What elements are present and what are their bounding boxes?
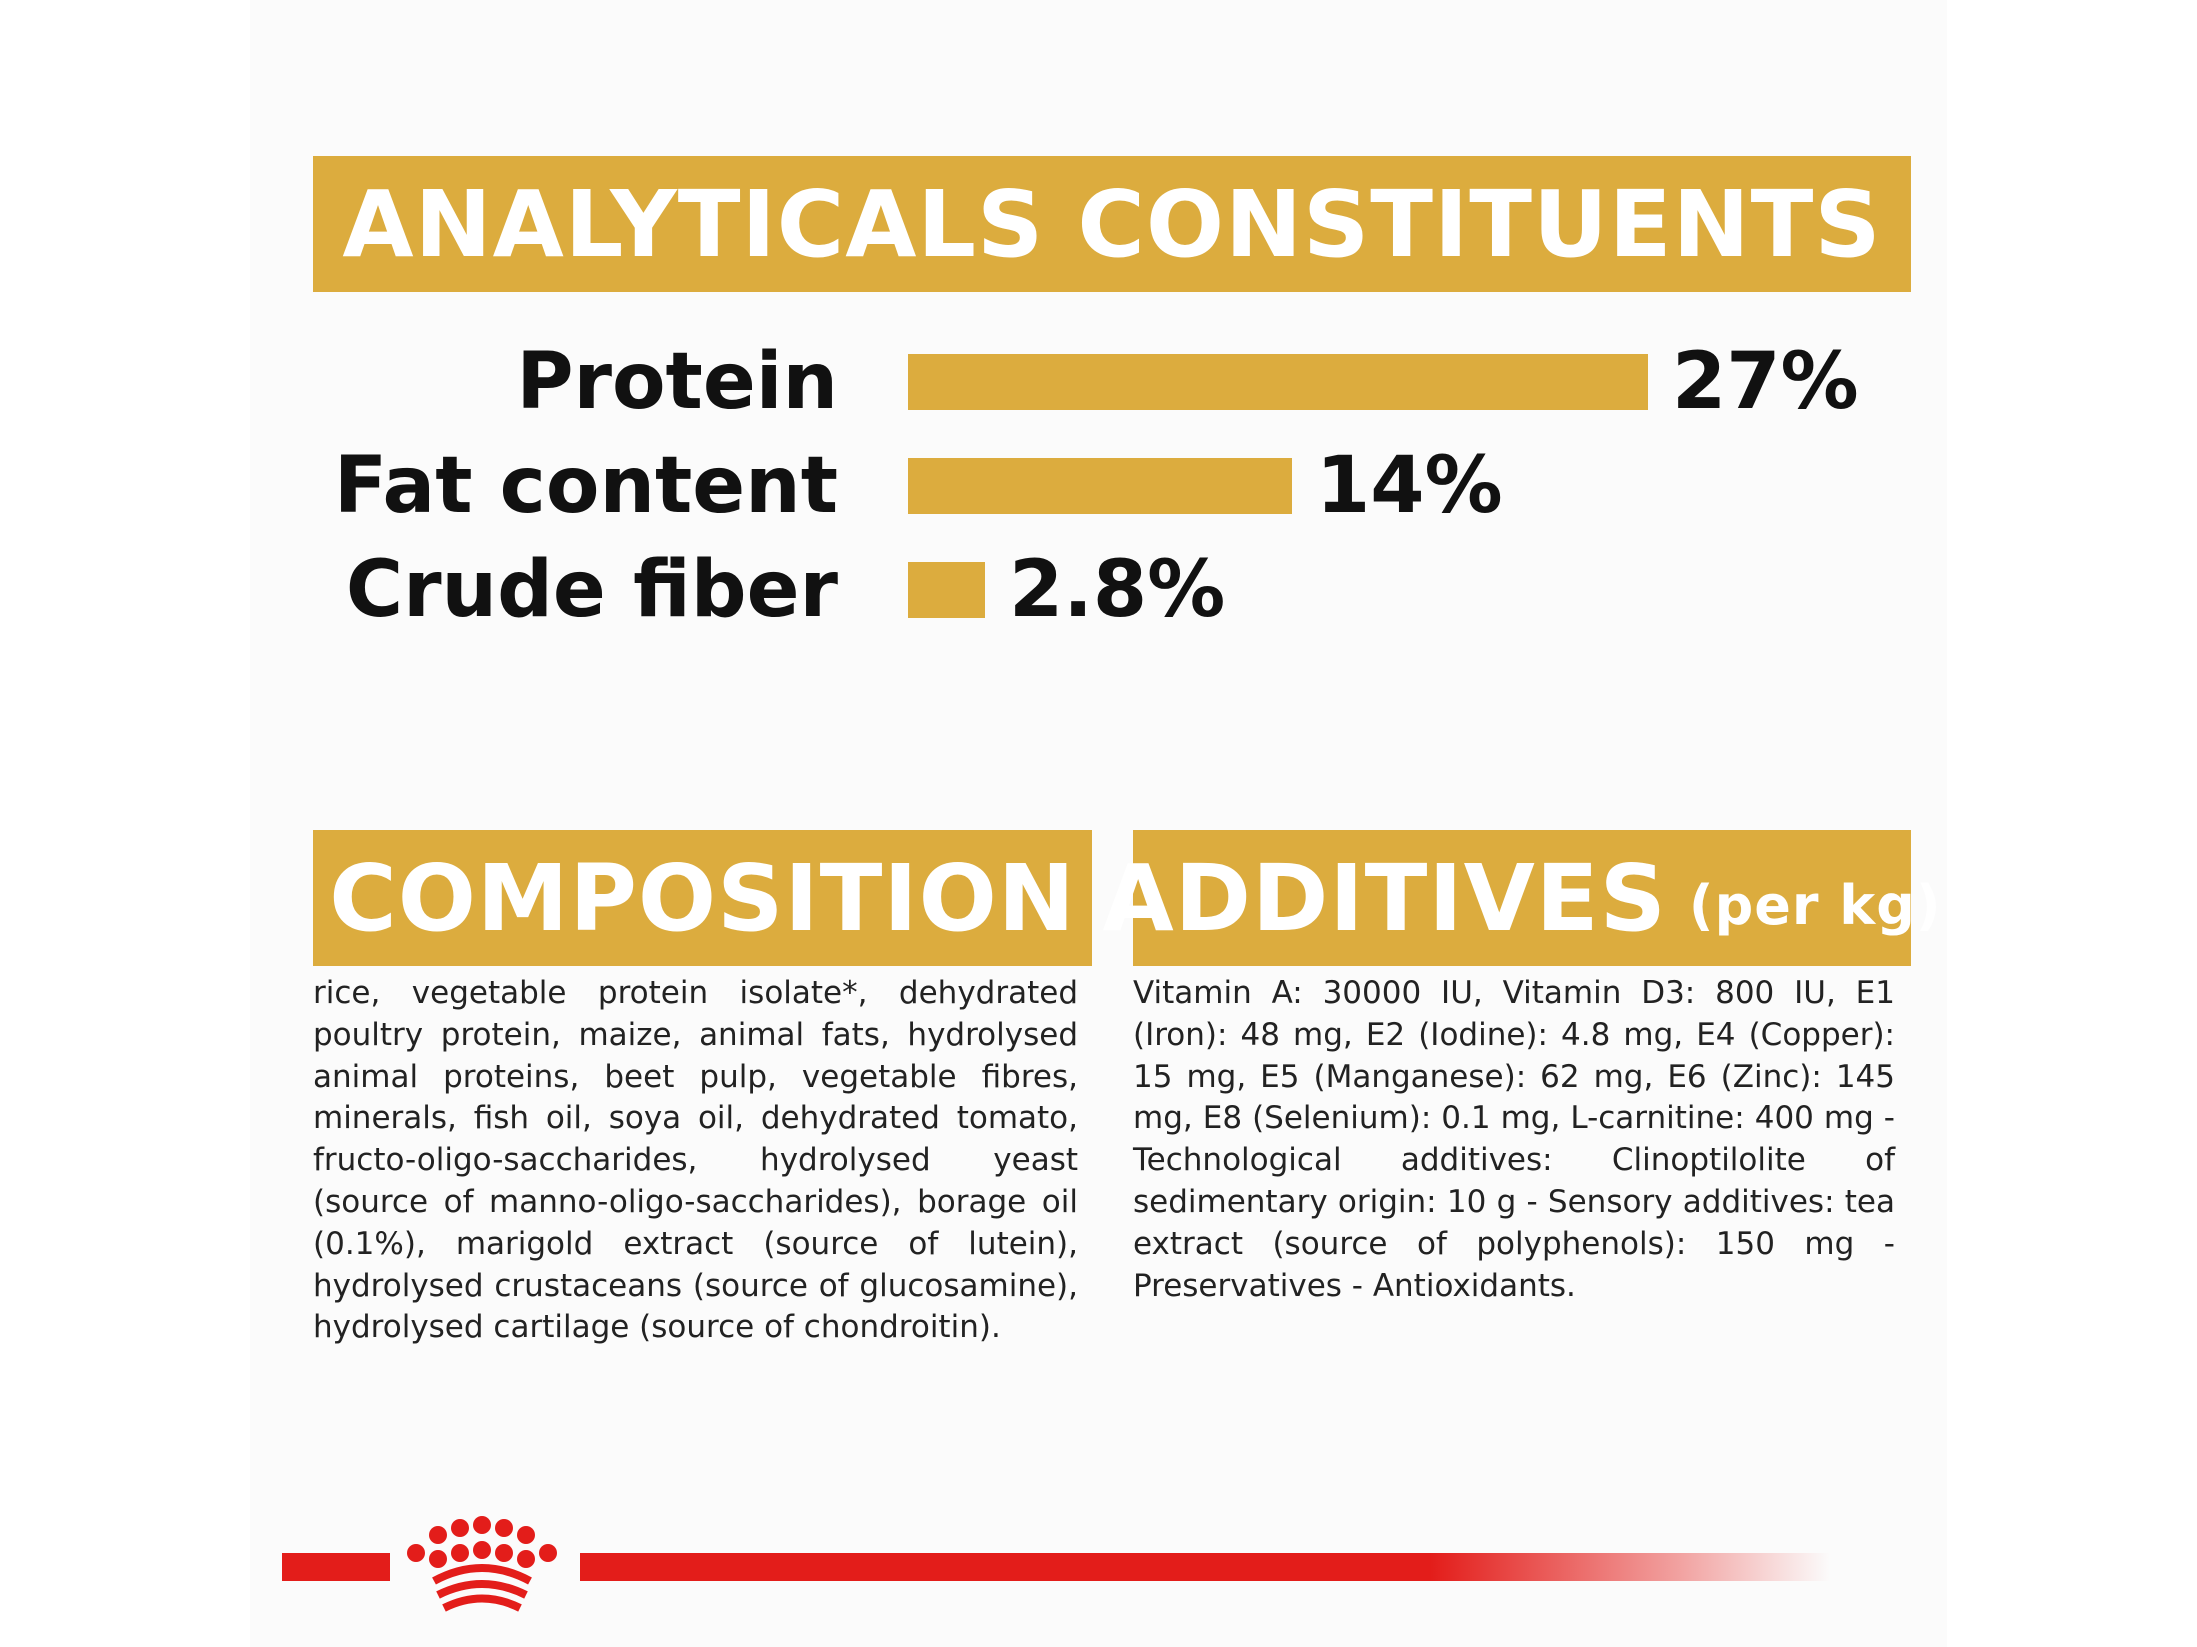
crown-icon [407, 1516, 557, 1612]
crude-fiber-label: Crude fiber [345, 545, 838, 635]
analytical-constituents-banner: ANALYTICALS CONSTITUENTS [313, 156, 1911, 292]
fat-content-label: Fat content [333, 441, 838, 531]
additives-text: Vitamin A: 30000 IU, Vitamin D3: 800 IU,… [1133, 975, 1895, 1304]
protein-value: 27% [1672, 337, 1859, 427]
composition-banner: COMPOSITION [313, 830, 1092, 966]
footer-stripe-right [580, 1553, 1830, 1581]
fat-content-bar [908, 458, 1292, 514]
protein-bar [908, 354, 1648, 410]
protein-label: Protein [516, 337, 838, 427]
footer-stripe-left [282, 1553, 390, 1581]
additives-banner: ADDITIVES (per kg) [1102, 830, 1941, 966]
crude-fiber-bar [908, 562, 985, 618]
additives-title-suffix: (per kg) [1688, 873, 1942, 937]
composition-title: COMPOSITION [329, 844, 1076, 952]
crude-fiber-value: 2.8% [1009, 545, 1226, 635]
fat-content-value: 14% [1316, 441, 1503, 531]
analytical-constituents-title: ANALYTICALS CONSTITUENTS [342, 170, 1882, 278]
composition-text: rice, vegetable protein isolate*, dehydr… [313, 975, 1078, 1346]
additives-title: ADDITIVES [1102, 844, 1667, 952]
